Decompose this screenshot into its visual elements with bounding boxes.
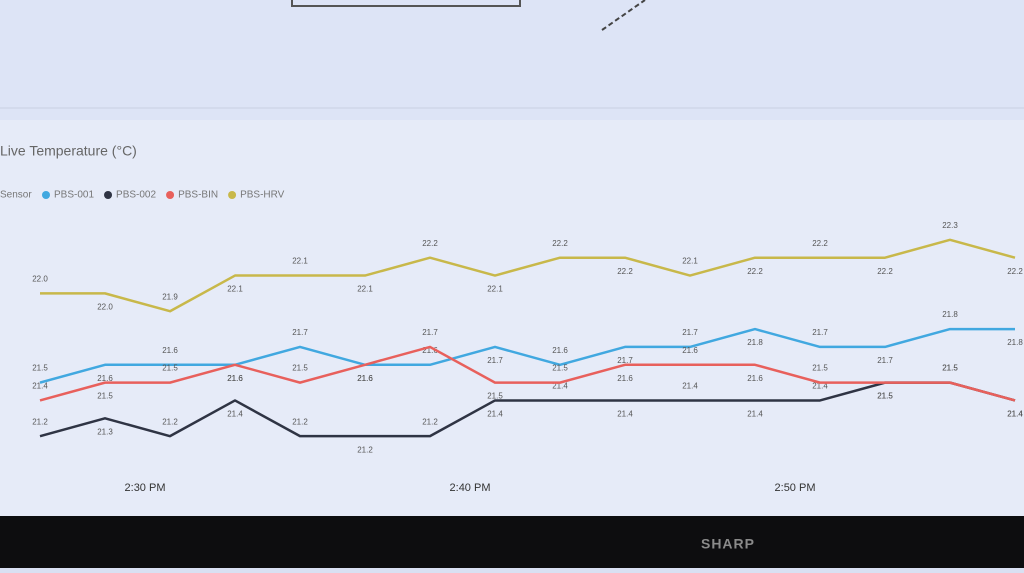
data-label: 21.2 [162,417,178,426]
data-label: 21.5 [877,392,893,401]
legend-label: PBS-BIN [178,190,218,201]
series-line [40,238,1016,313]
legend-marker [228,191,237,199]
data-label: 21.6 [357,374,373,383]
legend-title: Sensor [0,190,32,201]
data-label: 22.2 [747,267,763,276]
data-label: 21.6 [422,346,438,355]
chart-title: Live Temperature (°C) [0,143,137,159]
legend-label: PBS-002 [116,190,156,201]
data-label: 21.7 [617,356,633,365]
top-panel [0,0,1024,120]
data-label: 22.2 [877,267,893,276]
data-label: 21.2 [292,417,308,426]
legend-marker [42,191,50,199]
data-label: 21.7 [812,328,828,337]
legend: PBS-001 PBS-002 PBS-BIN PBS-HRV [42,190,285,201]
data-label: 21.5 [487,392,503,401]
data-label: 21.5 [32,364,48,373]
data-label: 21.7 [292,328,308,337]
data-label: 21.4 [617,410,633,419]
data-label: 21.9 [162,292,178,301]
data-label: 22.1 [227,285,243,294]
data-label: 22.2 [617,267,633,276]
data-label: 21.5 [292,364,308,373]
data-label: 21.5 [942,364,958,373]
data-label: 21.6 [747,374,763,383]
data-label: 21.6 [162,346,178,355]
data-label: 21.6 [97,374,113,383]
data-label: 21.7 [422,328,438,337]
data-label: 22.1 [357,285,373,294]
data-label: 21.4 [487,410,503,419]
series-line [39,381,1016,438]
data-label: 21.6 [682,346,698,355]
data-label: 21.4 [747,410,763,419]
x-tick-label: 2:40 PM [450,482,491,494]
data-label: 21.3 [97,427,113,436]
data-label: 21.7 [487,356,503,365]
legend-label: PBS-001 [54,190,94,201]
data-label: 21.6 [227,374,243,383]
data-label: 22.0 [32,274,48,283]
data-label: 21.5 [162,364,178,373]
data-label: 21.2 [357,445,373,454]
data-label: 21.8 [1007,338,1023,347]
brand-logo: SHARP [701,536,755,552]
plot: 2:30 PM 2:40 PM 2:50 PM 21.5 21.6 21.6 21.6 21.… [32,221,1023,494]
data-label: 21.4 [552,382,568,391]
data-label: 22.1 [682,257,698,266]
data-label: 22.3 [942,221,958,230]
data-label: 21.8 [747,338,763,347]
data-label: 22.2 [812,239,828,248]
data-label: 21.5 [877,392,893,401]
data-label: 21.2 [422,417,438,426]
data-label: 21.4 [32,382,48,391]
chart-panel [0,120,1024,518]
data-label: 21.2 [32,417,48,426]
data-label: 21.6 [227,374,243,383]
legend-marker [166,191,175,199]
bezel [0,516,1024,568]
data-label: 21.4 [227,410,243,419]
data-label: 21.6 [552,346,568,355]
data-label: 21.4 [682,382,698,391]
cut-button [291,0,521,7]
data-label: 21.6 [617,374,633,383]
data-label: 21.4 [1007,410,1023,419]
data-label: 21.5 [942,364,958,373]
data-label: 22.2 [1007,267,1023,276]
data-label: 21.8 [942,310,958,319]
data-label: 22.2 [422,239,438,248]
data-label: 21.5 [552,364,568,373]
series-line [39,327,1015,384]
data-label: 21.4 [1007,410,1023,419]
data-label: 21.5 [97,392,113,401]
data-label: 21.7 [682,328,698,337]
data-label: 21.7 [877,356,893,365]
data-label: 22.0 [97,302,113,311]
data-label: 21.5 [812,364,828,373]
legend-marker [104,191,113,199]
pen-stroke [601,0,646,31]
data-label: 21.4 [812,382,828,391]
data-label: 22.1 [292,257,308,266]
x-tick-label: 2:30 PM [125,482,166,494]
x-tick-label: 2:50 PM [775,482,816,494]
data-label: 22.2 [552,239,568,248]
data-label: 21.6 [357,374,373,383]
series-line [39,345,1016,402]
data-label: 22.1 [487,285,503,294]
legend-label: PBS-HRV [240,190,285,201]
